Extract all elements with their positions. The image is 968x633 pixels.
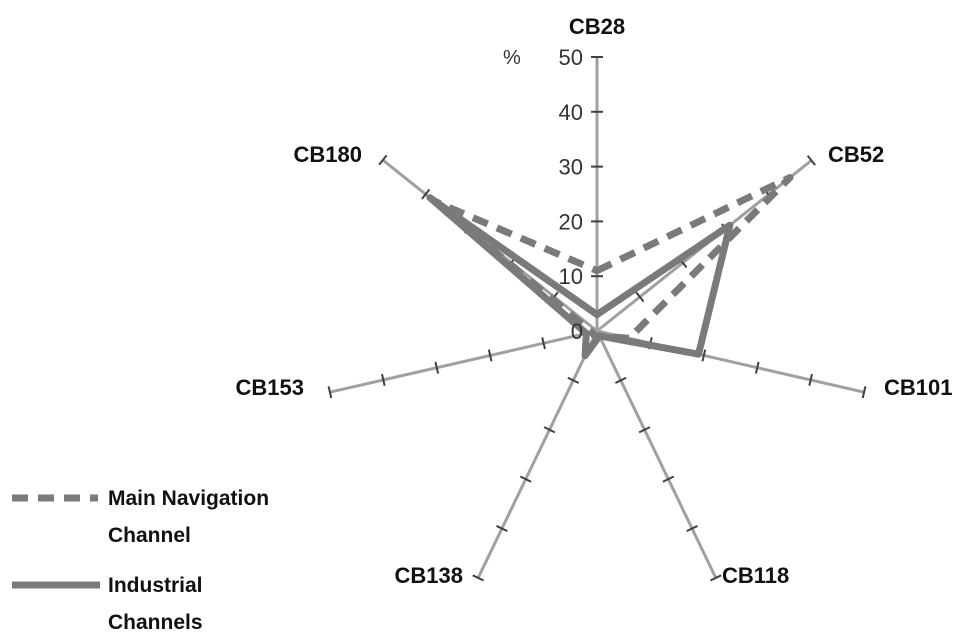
axis-cb118	[595, 330, 718, 579]
radar-labels: 0 10 20 30 40 50 CB28 CB52 CB101 CB118 CB138 CB153 C…	[236, 14, 953, 588]
legend-label-main-navigation-line2: Channel	[108, 524, 191, 547]
tick-mark	[662, 475, 675, 483]
tick-mark	[496, 525, 508, 533]
tick-mark	[861, 386, 867, 399]
axis-cb153	[329, 329, 598, 394]
legend: Main Navigation Channel Industrial Chann…	[12, 487, 269, 633]
radar-series	[426, 174, 794, 360]
radial-tick-label: 40	[559, 100, 583, 125]
tick-mark	[614, 376, 627, 384]
category-label-cb180: CB180	[294, 142, 362, 167]
tick-mark	[754, 361, 760, 374]
category-label-cb52: CB52	[828, 142, 884, 167]
category-label-cb118: CB118	[722, 563, 789, 588]
unit-label: %	[503, 47, 521, 69]
tick-mark	[686, 525, 698, 533]
radial-tick-label: 30	[559, 155, 583, 180]
tick-mark	[567, 376, 580, 384]
category-label-cb101: CB101	[884, 375, 952, 400]
tick-mark	[709, 574, 722, 582]
tick-mark	[434, 361, 440, 374]
tick-mark	[543, 426, 556, 434]
radial-tick-label: 10	[559, 264, 583, 289]
tick-mark	[808, 373, 813, 387]
tick-mark	[421, 188, 431, 200]
legend-label-industrial-line2: Channels	[108, 611, 203, 633]
axis-cb138	[476, 330, 599, 579]
tick-mark	[638, 426, 651, 434]
tick-mark	[541, 337, 546, 350]
tick-mark	[378, 154, 388, 166]
tick-mark	[806, 155, 816, 166]
series-main-navigation-channel	[430, 174, 794, 342]
series-industrial-channels	[426, 194, 734, 360]
tick-mark	[327, 386, 333, 399]
radial-tick-label: 0	[571, 319, 583, 344]
radial-tick-label: 50	[559, 45, 583, 70]
radial-tick-label: 20	[559, 209, 583, 234]
legend-label-industrial-line1: Industrial	[108, 574, 203, 597]
legend-label-main-navigation-line1: Main Navigation	[108, 487, 269, 510]
tick-mark	[472, 574, 485, 582]
category-label-cb28: CB28	[569, 14, 625, 39]
tick-mark	[701, 349, 707, 362]
tick-mark	[487, 349, 493, 362]
category-label-cb153: CB153	[236, 375, 304, 400]
tick-mark	[381, 373, 386, 387]
tick-mark	[635, 291, 645, 303]
category-label-cb138: CB138	[395, 563, 463, 588]
tick-mark	[519, 475, 532, 483]
